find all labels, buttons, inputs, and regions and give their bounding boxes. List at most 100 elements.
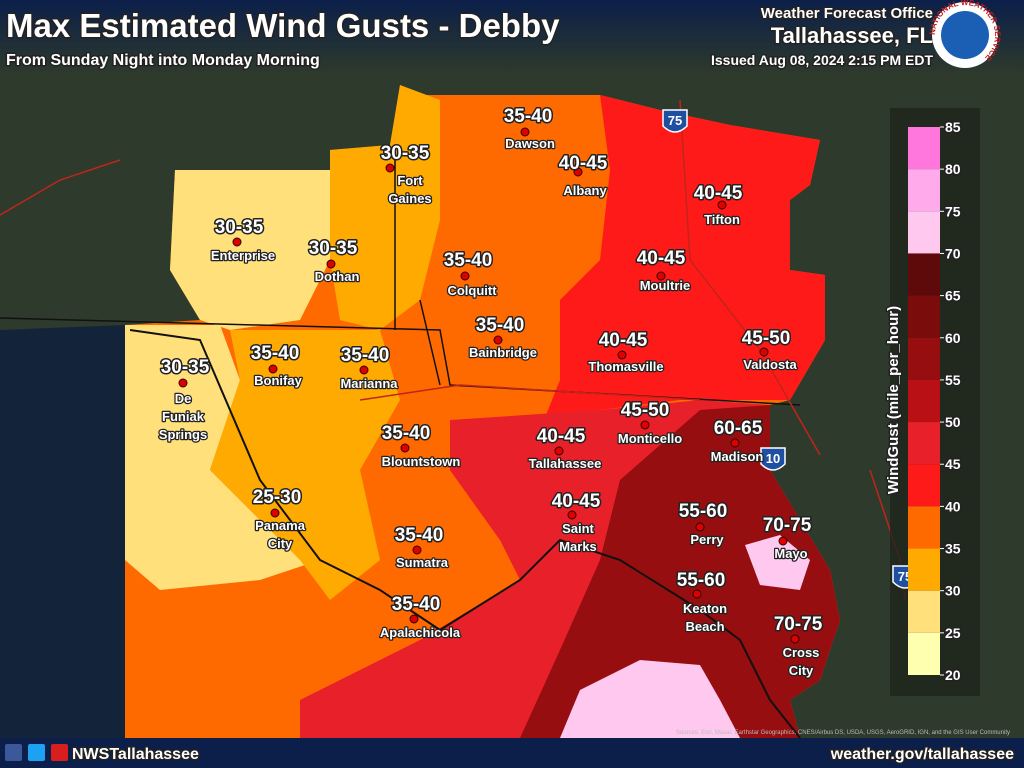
- coastline: [129, 329, 801, 739]
- city-range: 55-60: [677, 570, 726, 591]
- city-range: 60-65: [714, 418, 763, 439]
- zone-55: [520, 405, 840, 738]
- city-range: 70-75: [763, 515, 812, 536]
- city-name: Monticello: [618, 431, 682, 446]
- city-dot: [400, 443, 410, 453]
- city-dot: [695, 522, 705, 532]
- location: Tallahassee, FL: [771, 23, 933, 48]
- zone-40: [450, 95, 825, 560]
- legend-tick-label: 35: [945, 541, 961, 557]
- legend-swatch: [908, 337, 940, 380]
- city-dot: [409, 614, 419, 624]
- legend-swatch: [908, 506, 940, 549]
- gulf: [0, 325, 125, 738]
- city-name: Cross: [783, 645, 820, 660]
- city-name: Gaines: [388, 191, 431, 206]
- city-dot: [270, 508, 280, 518]
- zone-30b: [210, 330, 400, 600]
- legend-tick-label: 70: [945, 245, 961, 261]
- legend-title: WindGust (mile_per_hour): [885, 306, 902, 494]
- legend-tick-label: 20: [945, 667, 961, 683]
- subtitle: From Sunday Night into Monday Morning: [6, 52, 320, 69]
- city-range: 30-35: [215, 217, 264, 238]
- city-name: Albany: [563, 183, 607, 198]
- city-name: De: [175, 391, 192, 406]
- city-range: 70-75: [774, 614, 823, 635]
- legend-tick-label: 85: [945, 119, 961, 135]
- city-dot: [232, 237, 242, 247]
- city-name: Panama: [255, 518, 306, 533]
- city-range: 55-60: [679, 501, 728, 522]
- facebook-icon[interactable]: [5, 744, 22, 761]
- title: Max Estimated Wind Gusts - Debby: [6, 7, 560, 44]
- office: Weather Forecast Office: [761, 5, 933, 22]
- legend-swatch: [908, 295, 940, 338]
- city-name: Springs: [159, 427, 207, 442]
- city-dot: [573, 167, 583, 177]
- city-name: Fort: [397, 173, 423, 188]
- city-name: Tifton: [704, 212, 740, 227]
- city-name: Funiak: [162, 409, 205, 424]
- city-dot: [178, 378, 188, 388]
- header-shade: [0, 0, 1024, 75]
- attribution: Sources: Esri, Maxar, Earthstar Geograph…: [676, 730, 1010, 736]
- city-name: Dawson: [505, 136, 555, 151]
- legend-swatch: [908, 253, 940, 296]
- city-name: Bonifay: [254, 373, 302, 388]
- city-range: 30-35: [309, 238, 358, 259]
- city-dot: [520, 127, 530, 137]
- city-name: City: [789, 663, 814, 678]
- city-range: 35-40: [476, 315, 525, 336]
- city-name: Beach: [685, 619, 724, 634]
- issued: Issued Aug 08, 2024 2:15 PM EDT: [711, 52, 933, 68]
- city-name: Dothan: [315, 269, 360, 284]
- city-dot: [717, 200, 727, 210]
- city-range: 40-45: [552, 491, 601, 512]
- zone-70: [745, 535, 810, 590]
- city-range: 45-50: [742, 328, 791, 349]
- city-name: Madison: [711, 449, 764, 464]
- legend-swatch: [908, 127, 940, 170]
- city-dot: [359, 365, 369, 375]
- city-name: Colquitt: [447, 283, 497, 298]
- legend-tick-label: 80: [945, 161, 961, 177]
- city-range: 40-45: [537, 426, 586, 447]
- city-name: Enterprise: [211, 248, 275, 263]
- city-name: Apalachicola: [380, 625, 461, 640]
- legend-swatch: [908, 169, 940, 212]
- city-range: 35-40: [251, 343, 300, 364]
- legend-tick-label: 55: [945, 372, 961, 388]
- city-name: Thomasville: [588, 359, 663, 374]
- city-name: Perry: [690, 532, 724, 547]
- website[interactable]: weather.gov/tallahassee: [828, 745, 1015, 765]
- legend-tick-label: 30: [945, 583, 961, 599]
- city-name: City: [268, 536, 293, 551]
- city-dot: [385, 163, 395, 173]
- city-name: Marks: [559, 539, 597, 554]
- twitter-icon[interactable]: [28, 744, 45, 761]
- logo-inner: [941, 11, 989, 59]
- legend-tick-label: 25: [945, 625, 961, 641]
- legend-tick-label: 50: [945, 414, 961, 430]
- legend-swatch: [908, 632, 940, 675]
- city-name: Saint: [562, 521, 594, 536]
- city-range: 35-40: [382, 423, 431, 444]
- city-dot: [567, 510, 577, 520]
- city-range: 35-40: [444, 250, 493, 271]
- city-range: 40-45: [694, 183, 743, 204]
- city-dot: [326, 259, 336, 269]
- zone-25: [170, 170, 330, 330]
- city-dot: [640, 420, 650, 430]
- city-dot: [656, 271, 666, 281]
- youtube-icon[interactable]: [51, 744, 68, 761]
- legend-swatch: [908, 379, 940, 423]
- legend-tick-label: 65: [945, 288, 961, 304]
- city-range: 40-45: [637, 248, 686, 269]
- city-range: 35-40: [395, 525, 444, 546]
- city-dot: [493, 335, 503, 345]
- city-range: 30-35: [161, 357, 210, 378]
- city-dot: [268, 364, 278, 374]
- zone-25b: [125, 325, 320, 590]
- city-name: Moultrie: [640, 278, 691, 293]
